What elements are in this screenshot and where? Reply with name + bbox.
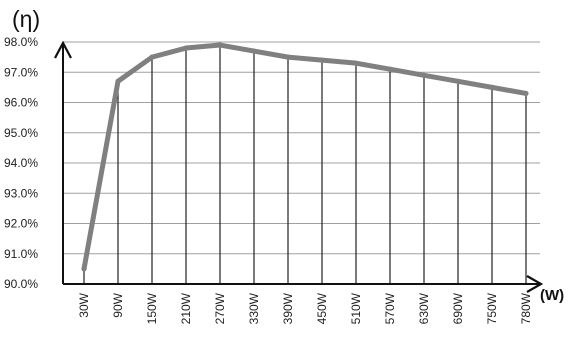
y-tick-label: 93.0%	[4, 186, 38, 200]
y-axis-label: (η)	[12, 6, 40, 32]
x-axis-label: (W)	[540, 287, 564, 304]
x-tick-label: 690W	[451, 292, 465, 324]
data-point	[251, 48, 257, 54]
x-tick-label: 210W	[179, 292, 193, 324]
y-tick-label: 97.0%	[4, 65, 38, 79]
data-point	[115, 78, 121, 84]
grid	[63, 41, 540, 284]
x-axis-ticks: 30W 90W 150W 210W 270W 330W 390W 450W 510W 570W 63…	[77, 292, 533, 324]
data-point	[455, 78, 461, 84]
x-tick-label: 630W	[417, 292, 431, 324]
x-tick-label: 150W	[145, 292, 159, 324]
series-efficiency	[81, 42, 529, 272]
y-tick-label: 98.0%	[4, 35, 38, 49]
x-tick-label: 390W	[281, 292, 295, 324]
x-tick-label: 750W	[485, 292, 499, 324]
data-point	[183, 45, 189, 51]
data-point	[489, 84, 495, 90]
x-tick-label: 90W	[111, 292, 125, 317]
data-point	[217, 42, 223, 48]
data-point	[149, 54, 155, 60]
data-point	[285, 54, 291, 60]
y-tick-label: 91.0%	[4, 247, 38, 261]
y-tick-label: 92.0%	[4, 217, 38, 231]
x-tick-label: 30W	[77, 292, 91, 317]
x-tick-label: 510W	[349, 292, 363, 324]
y-tick-label: 95.0%	[4, 126, 38, 140]
data-point	[523, 90, 529, 97]
y-axis-ticks: 98.0% 97.0% 96.0% 95.0% 94.0% 93.0% 92.0% 91.0%…	[4, 35, 38, 291]
y-tick-label: 94.0%	[4, 156, 38, 170]
data-point	[81, 266, 87, 272]
efficiency-line	[81, 42, 529, 272]
data-point	[421, 72, 427, 78]
x-tick-label: 330W	[247, 292, 261, 324]
x-tick-label: 270W	[213, 292, 227, 324]
y-axis-arrow	[54, 40, 72, 59]
y-tick-label: 96.0%	[4, 96, 38, 110]
axes	[54, 40, 544, 293]
data-point	[353, 60, 359, 66]
data-point	[319, 57, 325, 63]
y-tick-label: 90.0%	[4, 277, 38, 291]
x-tick-label: 780W	[519, 292, 533, 324]
data-point	[387, 66, 393, 72]
x-tick-label: 570W	[383, 292, 397, 324]
x-axis-arrow	[526, 275, 544, 293]
x-tick-label: 450W	[315, 292, 329, 324]
